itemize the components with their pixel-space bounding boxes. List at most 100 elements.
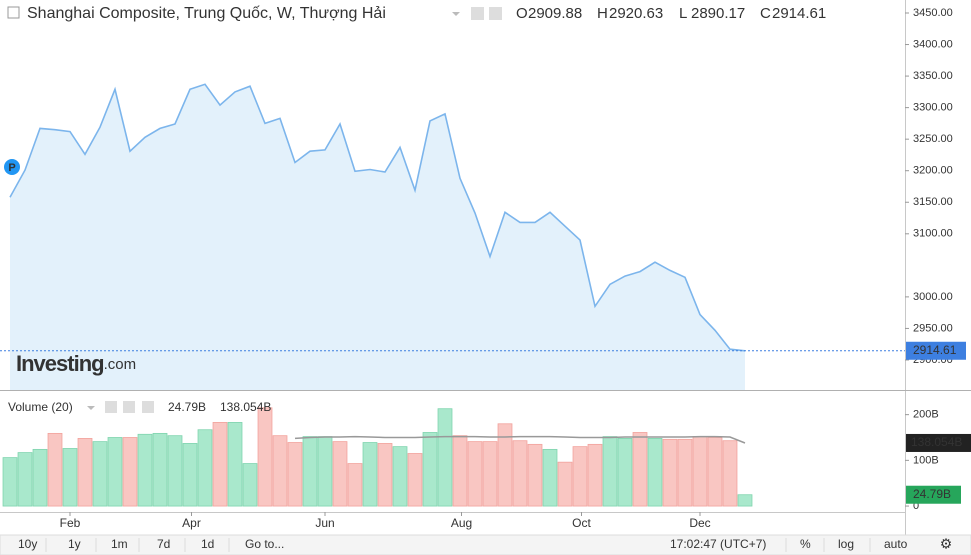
volume-bar	[467, 441, 483, 507]
volume-bar	[572, 446, 588, 507]
y-tick-label: 200B	[913, 409, 939, 421]
ohlc-label: H	[597, 5, 608, 22]
y-tick-label: 3450.00	[913, 7, 953, 19]
price-line	[9, 83, 746, 352]
volume-bar	[617, 438, 633, 507]
y-tick-label: 3400.00	[913, 38, 953, 50]
y-tick-label: 2950.00	[913, 322, 953, 334]
volume-bar	[377, 443, 393, 507]
option-button[interactable]: log	[838, 537, 854, 551]
range-button[interactable]: 1y	[68, 537, 81, 551]
dropdown-arrow[interactable]	[87, 406, 95, 410]
volume-bar	[512, 440, 528, 507]
volume-bar	[632, 432, 648, 507]
volume-badge	[906, 485, 961, 504]
option-button[interactable]: %	[800, 537, 811, 551]
y-tick-label: 3250.00	[913, 133, 953, 145]
volume-bar	[437, 408, 453, 507]
ma-axis-label: 138.054B	[911, 435, 962, 449]
volume-bar	[602, 436, 618, 507]
volume-bar	[542, 448, 558, 507]
goto-button[interactable]: Go to...	[245, 537, 284, 551]
volume-bar	[347, 463, 363, 507]
ma-badge	[906, 433, 971, 452]
x-tick-label: Dec	[689, 516, 710, 530]
ma-line	[294, 435, 746, 444]
range-button[interactable]: 1m	[111, 537, 128, 551]
x-tick-label: Oct	[572, 516, 591, 530]
volume-bar	[662, 438, 678, 507]
format-icon[interactable]	[489, 7, 502, 20]
ohlc-label: L	[679, 5, 687, 22]
volume-bar	[692, 436, 708, 507]
y-tick-label: 0	[913, 500, 919, 512]
watermark-suffix: .com	[104, 356, 137, 373]
volume-bar	[242, 463, 258, 507]
y-tick-label: 3200.00	[913, 165, 953, 177]
volume-bar	[302, 436, 318, 507]
ohlc-label: O	[516, 5, 528, 22]
volume-bar	[2, 457, 18, 507]
ohlc-value: 2890.17	[691, 5, 745, 22]
volume-bar	[407, 453, 423, 507]
volume-bar	[47, 432, 63, 507]
y-tick-label: 3300.00	[913, 102, 953, 114]
y-tick-label: 100B	[913, 454, 939, 466]
vol-eye-icon[interactable]	[105, 401, 117, 413]
volume-bar	[227, 422, 243, 507]
volume-bar	[557, 461, 573, 507]
volume-bar	[152, 432, 168, 507]
volume-bar	[707, 437, 723, 507]
last-price-label: 2914.61	[913, 343, 957, 357]
volume-bar	[17, 452, 33, 507]
option-button[interactable]: auto	[884, 537, 908, 551]
ohlc-value: 2909.88	[528, 5, 582, 22]
volume-bar	[137, 433, 153, 507]
volume-bar	[392, 446, 408, 507]
vol-settings-icon[interactable]	[123, 401, 135, 413]
collapse-icon[interactable]	[7, 6, 20, 19]
volume-bar	[362, 442, 378, 507]
ohlc-value: 2914.61	[772, 5, 826, 22]
volume-axis-label: 24.79B	[913, 487, 951, 501]
watermark-main: Investing	[16, 351, 104, 376]
legend-volume: 24.79B	[168, 400, 206, 414]
x-tick-label: Aug	[451, 516, 472, 530]
ohlc-value: 2920.63	[609, 5, 663, 22]
volume-title: Volume (20)	[8, 400, 73, 414]
marker-badge	[4, 159, 20, 175]
y-tick-label: 3000.00	[913, 291, 953, 303]
volume-bar	[257, 407, 273, 507]
volume-bar	[107, 437, 123, 507]
volume-bar	[62, 448, 78, 507]
volume-bar	[737, 494, 753, 507]
volume-bar	[332, 441, 348, 507]
volume-bar	[32, 448, 48, 507]
chart-title: Shanghai Composite, Trung Quốc, W, Thượn…	[27, 5, 386, 22]
area	[10, 84, 745, 391]
volume-bar	[77, 438, 93, 507]
volume-bar	[722, 440, 738, 507]
range-button[interactable]: 1d	[201, 537, 214, 551]
range-button[interactable]: 7d	[157, 537, 170, 551]
settings-icon[interactable]	[471, 7, 484, 20]
range-button[interactable]: 10y	[18, 537, 37, 551]
volume-bar	[677, 438, 693, 507]
volume-bar	[587, 443, 603, 507]
gear-icon[interactable]: ⚙	[940, 536, 953, 552]
y-tick-label: 3100.00	[913, 228, 953, 240]
toolbar	[0, 534, 971, 555]
volume-bar	[647, 438, 663, 507]
ohlc-label: C	[760, 5, 771, 22]
volume-bar	[272, 435, 288, 507]
vol-close-icon[interactable]	[142, 401, 154, 413]
dropdown-arrow[interactable]	[452, 12, 460, 16]
y-tick-label: 3350.00	[913, 70, 953, 82]
y-tick-label: 3150.00	[913, 196, 953, 208]
x-tick-label: Apr	[182, 516, 201, 530]
marker-text: P	[8, 162, 15, 174]
volume-bar	[317, 436, 333, 507]
volume-bar	[182, 443, 198, 507]
volume-bar	[122, 437, 138, 507]
